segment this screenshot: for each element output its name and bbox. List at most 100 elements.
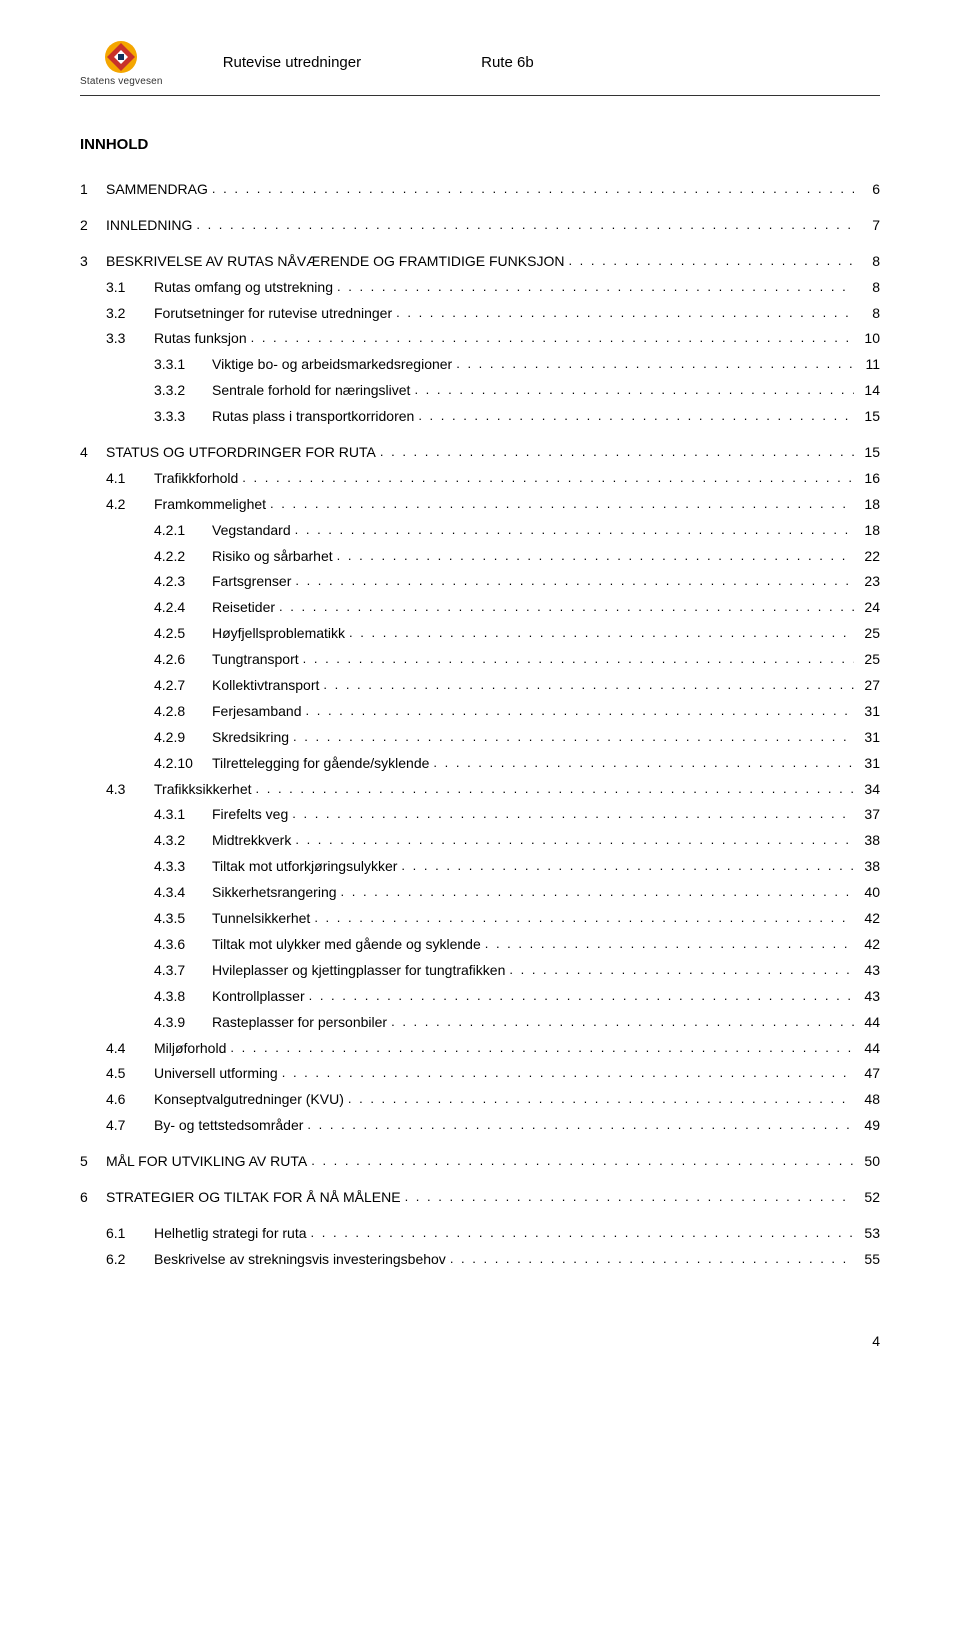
toc-entry[interactable]: 3.3.3Rutas plass i transportkorridoren. … [80,404,880,430]
toc-entry-label: Forutsetninger for rutevise utredninger [154,301,396,327]
toc-entry-page: 47 [854,1061,880,1087]
toc-entry-page: 38 [854,828,880,854]
toc-entry-label: Trafikkforhold [154,466,242,492]
toc-entry-label: Skredsikring [212,725,293,751]
toc-leader: . . . . . . . . . . . . . . . . . . . . … [212,177,854,201]
toc-entry[interactable]: 6STRATEGIER OG TILTAK FOR Å NÅ MÅLENE. .… [80,1185,880,1211]
toc-entry-num: 4.6 [106,1087,154,1113]
toc-leader: . . . . . . . . . . . . . . . . . . . . … [282,1061,854,1085]
toc-entry[interactable]: 4.3.3Tiltak mot utforkjøringsulykker. . … [80,854,880,880]
toc-leader: . . . . . . . . . . . . . . . . . . . . … [396,301,854,325]
toc-entry-label: Sentrale forhold for næringslivet [212,378,414,404]
toc-entry[interactable]: 4.2.9Skredsikring. . . . . . . . . . . .… [80,725,880,751]
toc-entry-page: 11 [854,352,880,378]
toc-entry[interactable]: 3.3.1Viktige bo- og arbeidsmarkedsregion… [80,352,880,378]
toc-entry[interactable]: 4.3Trafikksikkerhet. . . . . . . . . . .… [80,777,880,803]
toc-entry[interactable]: 4.2.8Ferjesamband. . . . . . . . . . . .… [80,699,880,725]
page-header: Statens vegvesen Rutevise utredninger Ru… [80,40,880,87]
toc-entry[interactable]: 4.3.8Kontrollplasser. . . . . . . . . . … [80,984,880,1010]
logo-text: Statens vegvesen [80,76,163,87]
toc-entry-num: 4 [80,440,106,466]
toc-leader: . . . . . . . . . . . . . . . . . . . . … [401,854,854,878]
toc-entry-page: 18 [854,492,880,518]
toc-entry[interactable]: 4.3.5Tunnelsikkerhet. . . . . . . . . . … [80,906,880,932]
toc-leader: . . . . . . . . . . . . . . . . . . . . … [295,569,854,593]
toc-entry[interactable]: 4.3.2Midtrekkverk. . . . . . . . . . . .… [80,828,880,854]
page-number: 4 [80,1333,880,1349]
toc-entry[interactable]: 4.3.7Hvileplasser og kjettingplasser for… [80,958,880,984]
toc-entry-page: 24 [854,595,880,621]
toc-entry-label: Hvileplasser og kjettingplasser for tung… [212,958,509,984]
toc-entry-page: 42 [854,932,880,958]
toc-entry[interactable]: 4.2Framkommelighet. . . . . . . . . . . … [80,492,880,518]
toc-entry[interactable]: 4.3.1Firefelts veg. . . . . . . . . . . … [80,802,880,828]
toc-entry-page: 31 [854,751,880,777]
toc-entry[interactable]: 4.3.9Rasteplasser for personbiler. . . .… [80,1010,880,1036]
toc-entry-page: 44 [854,1036,880,1062]
toc-entry-label: MÅL FOR UTVIKLING AV RUTA [106,1149,311,1175]
toc-entry-num: 4.2.1 [154,518,212,544]
toc-entry-num: 1 [80,177,106,203]
toc-entry[interactable]: 5MÅL FOR UTVIKLING AV RUTA. . . . . . . … [80,1149,880,1175]
toc-entry-num: 4.7 [106,1113,154,1139]
toc-entry[interactable]: 4.2.4Reisetider. . . . . . . . . . . . .… [80,595,880,621]
toc-entry-num: 6.2 [106,1247,154,1273]
toc-entry-num: 4.2.9 [154,725,212,751]
toc-entry[interactable]: 3.1Rutas omfang og utstrekning. . . . . … [80,275,880,301]
toc-entry-label: STATUS OG UTFORDRINGER FOR RUTA [106,440,380,466]
toc-entry[interactable]: 4.2.10Tilrettelegging for gående/syklend… [80,751,880,777]
toc-entry[interactable]: 2INNLEDNING. . . . . . . . . . . . . . .… [80,213,880,239]
toc-entry-label: Konseptvalgutredninger (KVU) [154,1087,348,1113]
toc-entry[interactable]: 4.3.4Sikkerhetsrangering. . . . . . . . … [80,880,880,906]
toc-entry-num: 4.3.9 [154,1010,212,1036]
toc-leader: . . . . . . . . . . . . . . . . . . . . … [568,249,854,273]
toc-entry-num: 4.5 [106,1061,154,1087]
toc-entry-label: Tiltak mot utforkjøringsulykker [212,854,401,880]
toc-entry-page: 53 [854,1221,880,1247]
toc-entry-page: 14 [854,378,880,404]
toc-leader: . . . . . . . . . . . . . . . . . . . . … [337,275,854,299]
toc-entry[interactable]: 1SAMMENDRAG. . . . . . . . . . . . . . .… [80,177,880,203]
toc-entry-label: Beskrivelse av strekningsvis investering… [154,1247,450,1273]
toc-entry[interactable]: 4.2.3Fartsgrenser. . . . . . . . . . . .… [80,569,880,595]
toc-entry[interactable]: 4.6Konseptvalgutredninger (KVU). . . . .… [80,1087,880,1113]
toc-entry-label: INNLEDNING [106,213,196,239]
toc-entry[interactable]: 3.3Rutas funksjon. . . . . . . . . . . .… [80,326,880,352]
toc-entry[interactable]: 3.3.2Sentrale forhold for næringslivet. … [80,378,880,404]
toc-entry[interactable]: 3.2Forutsetninger for rutevise utredning… [80,301,880,327]
toc-entry[interactable]: 4.2.2Risiko og sårbarhet. . . . . . . . … [80,544,880,570]
toc-entry[interactable]: 4.2.7Kollektivtransport. . . . . . . . .… [80,673,880,699]
toc-leader: . . . . . . . . . . . . . . . . . . . . … [311,1221,854,1245]
toc-entry[interactable]: 4STATUS OG UTFORDRINGER FOR RUTA. . . . … [80,440,880,466]
toc-entry-num: 3 [80,249,106,275]
toc-entry-label: Rasteplasser for personbiler [212,1010,391,1036]
toc-entry[interactable]: 4.7By- og tettstedsområder. . . . . . . … [80,1113,880,1139]
toc-entry-num: 6.1 [106,1221,154,1247]
toc-entry[interactable]: 4.2.1Vegstandard. . . . . . . . . . . . … [80,518,880,544]
toc-entry-label: Framkommelighet [154,492,270,518]
toc-entry-page: 55 [854,1247,880,1273]
toc-entry[interactable]: 6.2Beskrivelse av strekningsvis invester… [80,1247,880,1273]
toc-entry[interactable]: 4.4Miljøforhold. . . . . . . . . . . . .… [80,1036,880,1062]
toc-entry-label: Helhetlig strategi for ruta [154,1221,311,1247]
toc-entry-num: 3.3 [106,326,154,352]
toc-entry-num: 4.2.2 [154,544,212,570]
toc-entry-page: 15 [854,404,880,430]
toc-entry[interactable]: 4.2.6Tungtransport. . . . . . . . . . . … [80,647,880,673]
toc-entry[interactable]: 4.5Universell utforming. . . . . . . . .… [80,1061,880,1087]
toc-leader: . . . . . . . . . . . . . . . . . . . . … [348,1087,854,1111]
toc-entry[interactable]: 4.3.6Tiltak mot ulykker med gående og sy… [80,932,880,958]
toc-entry-label: SAMMENDRAG [106,177,212,203]
toc-entry-page: 18 [854,518,880,544]
toc-entry-page: 34 [854,777,880,803]
toc-entry-page: 52 [854,1185,880,1211]
toc-entry[interactable]: 6.1Helhetlig strategi for ruta. . . . . … [80,1221,880,1247]
toc-entry-label: Sikkerhetsrangering [212,880,341,906]
toc-entry[interactable]: 4.2.5Høyfjellsproblematikk. . . . . . . … [80,621,880,647]
toc-entry-label: Universell utforming [154,1061,282,1087]
toc-entry-label: Høyfjellsproblematikk [212,621,349,647]
toc-entry[interactable]: 3BESKRIVELSE AV RUTAS NÅVÆRENDE OG FRAMT… [80,249,880,275]
header-title-left: Rutevise utredninger [223,54,361,71]
toc-entry[interactable]: 4.1Trafikkforhold. . . . . . . . . . . .… [80,466,880,492]
toc-entry-page: 15 [854,440,880,466]
